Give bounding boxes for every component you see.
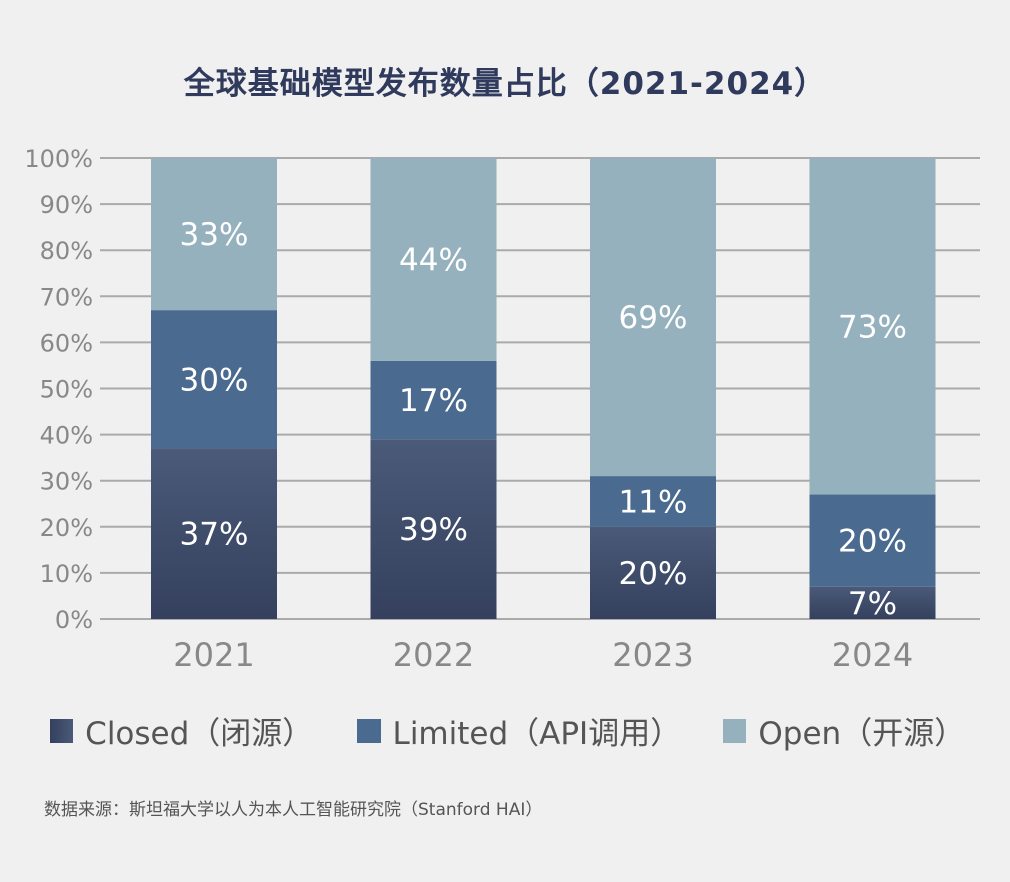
bar-segment-2021-0: [151, 448, 277, 619]
x-tick-label: 2024: [832, 636, 913, 674]
y-tick-label: 80%: [40, 237, 93, 265]
y-tick-label: 60%: [40, 329, 93, 357]
bar-segment-2022-2: [370, 158, 497, 361]
legend-swatch-closed: [50, 718, 74, 743]
bar-segment-2022-1: [370, 360, 497, 440]
source-note: 数据来源：斯坦福大学以人为本人工智能研究院（Stanford HAI）: [44, 800, 543, 820]
y-tick-label: 70%: [40, 283, 93, 311]
legend-item-limited: Limited（API调用）: [357, 708, 682, 753]
data-label: 33%: [180, 217, 249, 253]
legend-item-open: Open（开源）: [723, 708, 966, 753]
legend: Closed（闭源） Limited（API调用） Open（开源）: [50, 708, 1010, 753]
data-label: 20%: [838, 524, 907, 560]
legend-label: Closed（闭源）: [85, 716, 314, 752]
x-tick-label: 2023: [612, 636, 693, 674]
y-tick-label: 50%: [40, 376, 93, 404]
y-tick-label: 10%: [40, 560, 93, 588]
x-tick-label: 2021: [173, 636, 254, 674]
data-label: 30%: [180, 362, 249, 398]
data-label: 44%: [399, 242, 468, 278]
data-label: 7%: [848, 586, 897, 622]
bar-segment-2024-1: [809, 494, 936, 587]
legend-label: Open（开源）: [758, 716, 966, 752]
data-label: 20%: [619, 556, 688, 592]
bar-segment-2024-0: [809, 586, 936, 619]
bar-segment-2021-1: [151, 310, 277, 449]
legend-swatch-limited: [357, 718, 381, 743]
bar-segment-2024-2: [809, 158, 936, 495]
data-label: 37%: [180, 517, 249, 553]
y-tick-label: 90%: [40, 191, 93, 219]
bar-segment-2022-0: [370, 439, 497, 619]
data-label: 73%: [838, 309, 907, 345]
legend-label: Limited（API调用）: [392, 716, 682, 752]
data-label: 69%: [619, 300, 688, 336]
bar-segment-2023-2: [590, 158, 716, 477]
data-label: 39%: [399, 512, 468, 548]
x-tick-label: 2022: [393, 636, 474, 674]
legend-item-closed: Closed（闭源）: [50, 708, 314, 753]
chart-title: 全球基础模型发布数量占比（2021-2024）: [183, 66, 827, 102]
y-tick-label: 100%: [24, 145, 93, 173]
y-tick-label: 40%: [40, 422, 93, 450]
data-label: 11%: [619, 484, 688, 520]
bar-segment-2023-0: [590, 526, 716, 619]
data-label: 17%: [399, 383, 468, 419]
y-tick-label: 30%: [40, 468, 93, 496]
bar-segment-2021-2: [151, 158, 277, 311]
bar-segment-2023-1: [590, 476, 716, 527]
y-tick-label: 20%: [40, 514, 93, 542]
stacked-bar-chart: 0% 10% 20% 30% 40% 50% 60% 70% 80% 90% 100% 37% 30%…: [24, 145, 980, 674]
legend-swatch-open: [723, 718, 747, 743]
y-tick-label: 0%: [55, 606, 93, 634]
